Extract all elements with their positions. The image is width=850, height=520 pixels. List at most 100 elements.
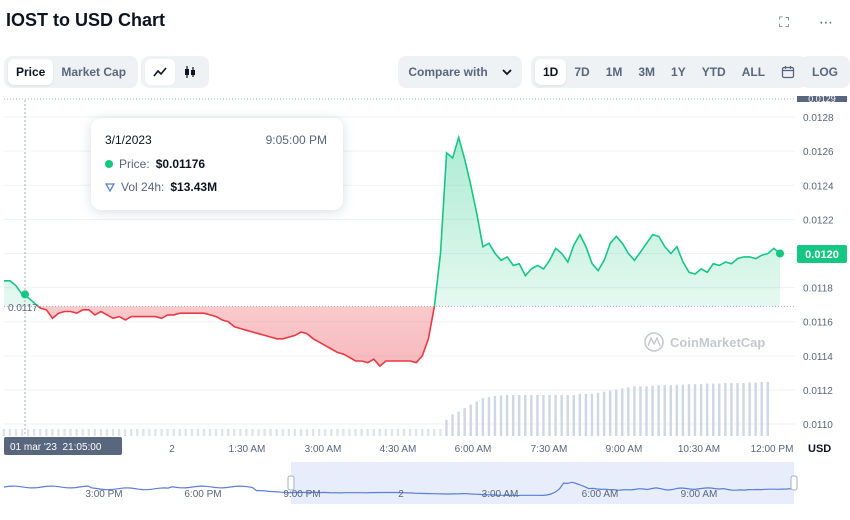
volume-bar bbox=[136, 428, 139, 436]
volume-bar bbox=[63, 428, 66, 436]
volume-bar bbox=[518, 394, 521, 436]
volume-bar bbox=[645, 386, 648, 436]
watermark: CoinMarketCap bbox=[644, 332, 765, 352]
x-axis: 2 1:30 AM 3:00 AM 4:30 AM 6:00 AM 7:30 AM 9:00… bbox=[169, 444, 793, 455]
price-dot-icon bbox=[105, 160, 113, 168]
volume-bar bbox=[299, 428, 303, 436]
calendar-icon[interactable] bbox=[773, 59, 803, 85]
volume-bar bbox=[208, 428, 212, 436]
volume-bar bbox=[354, 428, 357, 436]
x-tick-label: 4:30 AM bbox=[380, 444, 417, 455]
volume-bar bbox=[245, 428, 248, 436]
navigator-selection[interactable] bbox=[291, 462, 794, 504]
volume-bar bbox=[705, 383, 709, 436]
volume-bar bbox=[408, 428, 412, 436]
volume-bar bbox=[75, 428, 78, 436]
navigator-handle-left[interactable] bbox=[287, 475, 295, 491]
volume-bar bbox=[724, 383, 727, 436]
volume-bar bbox=[366, 428, 369, 436]
price-chart: 0.0117 0.01280.01260.01240.01220.01200.0… bbox=[2, 96, 847, 504]
volume-bar bbox=[117, 428, 121, 436]
volume-bar bbox=[105, 428, 109, 436]
volume-bar bbox=[87, 428, 90, 436]
y-tick-label: 0.0112 bbox=[803, 386, 833, 397]
x-tick-label: 7:30 AM bbox=[531, 444, 568, 455]
volume-bar bbox=[536, 394, 539, 436]
volume-bar bbox=[396, 428, 400, 436]
tooltip-time: 9:05:00 PM bbox=[265, 133, 327, 147]
watermark-text: CoinMarketCap bbox=[670, 335, 765, 350]
volume-bar bbox=[511, 394, 515, 436]
volume-bar bbox=[227, 428, 230, 436]
y-unit-label: USD bbox=[808, 443, 831, 455]
price-tooltip: 3/1/2023 9:05:00 PM Price: $0.01176 Vol … bbox=[91, 118, 343, 210]
page-title: IOST to USD Chart bbox=[6, 10, 166, 30]
volume-bar bbox=[718, 383, 721, 436]
range-7d[interactable]: 7D bbox=[574, 65, 590, 79]
navigator-handle-right[interactable] bbox=[790, 475, 798, 491]
x-tick-label: 3:00 AM bbox=[305, 444, 342, 455]
volume-bar bbox=[414, 428, 418, 436]
range-1m[interactable]: 1M bbox=[605, 65, 623, 79]
volume-bar bbox=[220, 428, 224, 436]
volume-bar bbox=[681, 384, 685, 436]
navigator-tick-label: 3:00 PM bbox=[85, 489, 122, 500]
more-icon[interactable]: ⋯ bbox=[819, 14, 833, 30]
x-tick-label: 6:00 AM bbox=[455, 444, 492, 455]
volume-bar bbox=[742, 383, 745, 436]
log-button[interactable]: LOG bbox=[812, 65, 838, 79]
price-area-down bbox=[4, 306, 780, 367]
volume-bar bbox=[166, 428, 169, 436]
volume-bar bbox=[202, 428, 206, 436]
open-price-label: 0.0117 bbox=[8, 303, 38, 314]
volume-bar bbox=[445, 419, 448, 436]
tooltip-price-label: Price: bbox=[119, 157, 150, 171]
volume-bar bbox=[311, 428, 315, 436]
tooltip-date: 3/1/2023 bbox=[105, 133, 152, 147]
volume-bar bbox=[130, 428, 133, 436]
volume-bar bbox=[263, 428, 266, 436]
chart-toolbar: Price Market Cap Compare with 1D 7D 1M 3… bbox=[0, 56, 850, 88]
volume-bar bbox=[317, 428, 321, 436]
range-1d[interactable]: 1D bbox=[535, 59, 567, 85]
volume-bar bbox=[657, 385, 660, 436]
price-line-down bbox=[37, 306, 436, 368]
volume-bar bbox=[81, 428, 84, 436]
volume-bar bbox=[451, 414, 454, 436]
navigator-tick-label: 9:00 PM bbox=[283, 489, 320, 500]
volume-bar bbox=[633, 386, 636, 436]
volume-bar bbox=[499, 395, 503, 436]
x-tick-label: 12:00 PM bbox=[751, 444, 794, 455]
volume-icon bbox=[105, 182, 115, 192]
volume-bar bbox=[730, 383, 733, 436]
y-tick-label: 0.0114 bbox=[803, 352, 833, 363]
line-chart-icon[interactable] bbox=[145, 59, 175, 85]
volume-bar bbox=[14, 428, 18, 436]
volume-bar bbox=[572, 394, 575, 436]
volume-bar bbox=[754, 382, 757, 436]
tab-market-cap[interactable]: Market Cap bbox=[61, 65, 127, 79]
fullscreen-icon[interactable]: ⛶ bbox=[779, 14, 789, 30]
volume-bar bbox=[530, 394, 533, 436]
volume-bar bbox=[378, 428, 381, 436]
range-3m[interactable]: 3M bbox=[638, 65, 656, 79]
range-1y[interactable]: 1Y bbox=[671, 65, 686, 79]
volume-bar bbox=[627, 387, 630, 436]
x-tick-label: 1:30 AM bbox=[229, 444, 266, 455]
candlestick-icon[interactable] bbox=[175, 59, 205, 85]
y-tick-label: 0.0128 bbox=[803, 113, 834, 124]
tooltip-volume-label: Vol 24h: bbox=[121, 180, 165, 194]
volume-bar bbox=[439, 428, 442, 436]
volume-bar bbox=[360, 428, 363, 436]
compare-with-dropdown[interactable]: Compare with bbox=[398, 56, 522, 88]
y-tick-label: 0.0118 bbox=[803, 284, 833, 295]
price-area-up bbox=[4, 137, 780, 307]
range-ytd[interactable]: YTD bbox=[701, 65, 726, 79]
volume-bar bbox=[748, 382, 751, 436]
volume-bar bbox=[615, 389, 618, 436]
range-all[interactable]: ALL bbox=[741, 65, 766, 79]
volume-bar bbox=[342, 428, 345, 436]
volume-bar bbox=[178, 428, 181, 436]
x-tick-label: 2 bbox=[169, 444, 175, 455]
tab-price[interactable]: Price bbox=[8, 59, 54, 85]
